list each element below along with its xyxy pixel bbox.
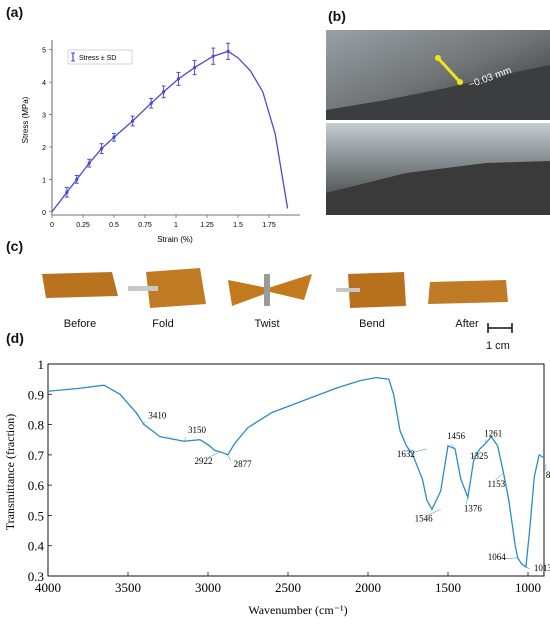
chart-d-annotation-leader xyxy=(502,557,518,560)
chart-a-x-tick-label: 0.5 xyxy=(109,222,119,229)
caption-after: After xyxy=(455,318,479,330)
chart-d-annotation: 1632 xyxy=(397,449,415,459)
flex-sample-fold xyxy=(126,266,210,310)
scale-bar xyxy=(487,323,513,333)
chart-d-annotation-leader xyxy=(472,454,477,458)
chart-d-x-tick-label: 2500 xyxy=(275,580,301,595)
chart-d-annotation: 1013 xyxy=(534,563,550,573)
ftir-spectrum-chart: 4000 3500 3000 2500 2000 1500 1000 1 0.9 0.8 0.7 0.… xyxy=(3,357,550,617)
chart-d-annotation: 1261 xyxy=(484,429,502,439)
chart-d-y-tick-label: 0.3 xyxy=(28,569,44,584)
chart-a-x-tick-label: 1 xyxy=(174,222,178,229)
chart-a-x-tick-label: 1.25 xyxy=(200,222,214,229)
chart-d-annotation-leader xyxy=(450,443,456,449)
panel-label-a: (a) xyxy=(6,4,24,20)
flex-sample-bend xyxy=(334,270,410,310)
chart-d-annotation: 2877 xyxy=(234,459,253,469)
chart-a-point xyxy=(87,161,91,165)
chart-a-legend-label: Stress ± SD xyxy=(79,55,116,62)
chart-a-point xyxy=(193,65,197,70)
chart-d-y-tick-label: 1 xyxy=(38,357,45,372)
chart-a-point xyxy=(162,90,166,94)
chart-a-y-tick-label: 5 xyxy=(42,48,46,55)
chart-d-x-tick-label: 4000 xyxy=(35,580,61,595)
chart-d-annotation-leader xyxy=(465,497,469,505)
chart-d-y-tick-label: 0.7 xyxy=(28,448,45,463)
surface-photo xyxy=(326,123,550,215)
chart-a-point xyxy=(65,190,69,194)
chart-a-x-tick-label: 1.5 xyxy=(233,222,243,229)
chart-a-x-tick-label: 1.75 xyxy=(262,222,276,229)
caption-twist: Twist xyxy=(254,318,280,330)
chart-d-annotation: 1153 xyxy=(488,479,506,489)
chart-a-point xyxy=(131,119,135,123)
chart-d-annotation-leader xyxy=(142,421,146,425)
chart-d-annotation-leader xyxy=(485,439,487,443)
chart-d-xlabel: Wavenumber (cm⁻¹) xyxy=(248,603,347,617)
chart-a-y-tick-label: 1 xyxy=(42,177,46,184)
stress-strain-chart: 0 0.25 0.5 0.75 1 1.25 1.5 1.75 0 1 2 3 4 5 Strain (%… xyxy=(21,40,300,244)
chart-d-y-tick-label: 0.5 xyxy=(28,508,44,523)
chart-a-x-tick-label: 0.25 xyxy=(76,222,90,229)
chart-a-legend: Stress ± SD xyxy=(67,49,133,65)
caption-fold: Fold xyxy=(152,318,174,330)
flex-sample-twist xyxy=(226,270,316,310)
chart-d-annotation: 3410 xyxy=(148,411,167,421)
caption-before: Before xyxy=(63,318,97,330)
chart-d-annotation: 1325 xyxy=(470,451,489,461)
caption-bend: Bend xyxy=(359,318,385,330)
chart-a-y-tick-label: 3 xyxy=(42,113,46,120)
chart-a-point xyxy=(75,177,79,181)
chart-d-y-tick-label: 0.9 xyxy=(28,387,44,402)
panel-label-b: (b) xyxy=(328,8,346,24)
chart-d-annotation: 1064 xyxy=(488,552,507,562)
flex-sample-before xyxy=(40,270,120,300)
panel-label-d: (d) xyxy=(6,330,24,346)
chart-d-annotation-leader xyxy=(227,454,231,461)
chart-a-ylabel: Stress (MPa) xyxy=(21,96,30,143)
chart-a-x-tick-label: 0 xyxy=(50,222,54,229)
flex-sample-after xyxy=(426,278,510,306)
chart-d-annotation: 1456 xyxy=(447,431,466,441)
chart-a-point xyxy=(149,101,153,105)
chart-d-y-tick-label: 0.6 xyxy=(28,478,45,493)
chart-d-annotation-leader xyxy=(427,509,441,516)
chart-d-annotation-leader xyxy=(525,566,531,570)
chart-d-annotation-leader xyxy=(207,451,221,459)
panel-label-c: (c) xyxy=(6,238,24,254)
scale-bar-label: 1 cm xyxy=(486,340,510,352)
chart-d-annotation: 1546 xyxy=(415,513,434,523)
chart-d-annotation: 888 xyxy=(546,470,550,480)
chart-d-series-line xyxy=(47,376,545,569)
chart-a-y-tick-label: 2 xyxy=(42,145,46,152)
chart-d-annotation: 3150 xyxy=(188,425,207,435)
chart-a-y-tick-label: 0 xyxy=(42,210,46,217)
chart-d-x-tick-label: 3500 xyxy=(115,580,141,595)
chart-a-series-line xyxy=(51,50,289,213)
chart-a-point xyxy=(176,77,181,81)
chart-d-frame xyxy=(47,363,545,577)
chart-a-x-tick-label: 0.75 xyxy=(138,222,152,229)
chart-d-annotation-leader xyxy=(183,437,187,442)
chart-a-xlabel: Strain (%) xyxy=(157,235,193,244)
thickness-marker xyxy=(436,56,462,84)
thickness-photo: ~0.03 mm xyxy=(326,30,550,120)
chart-d-annotation: 2922 xyxy=(194,456,212,466)
chart-d-annotation-leader xyxy=(495,472,504,481)
chart-a-y-tick-label: 4 xyxy=(42,80,46,87)
chart-d-y-tick-label: 0.8 xyxy=(28,418,44,433)
chart-d-y-tick-label: 0.4 xyxy=(28,539,45,554)
chart-d-annotation: 1376 xyxy=(464,503,483,513)
chart-d-x-tick-label: 1500 xyxy=(435,580,461,595)
chart-d-x-tick-label: 2000 xyxy=(355,580,381,595)
chart-a-point xyxy=(100,146,104,151)
chart-a-point xyxy=(112,135,116,139)
chart-a-point xyxy=(226,49,230,53)
chart-d-x-tick-label: 1000 xyxy=(515,580,541,595)
chart-a-point xyxy=(211,54,215,58)
chart-d-annotation-leader xyxy=(411,448,427,454)
chart-d-ylabel: Transmittance (fraction) xyxy=(3,414,17,531)
chart-d-x-tick-label: 3000 xyxy=(195,580,221,595)
